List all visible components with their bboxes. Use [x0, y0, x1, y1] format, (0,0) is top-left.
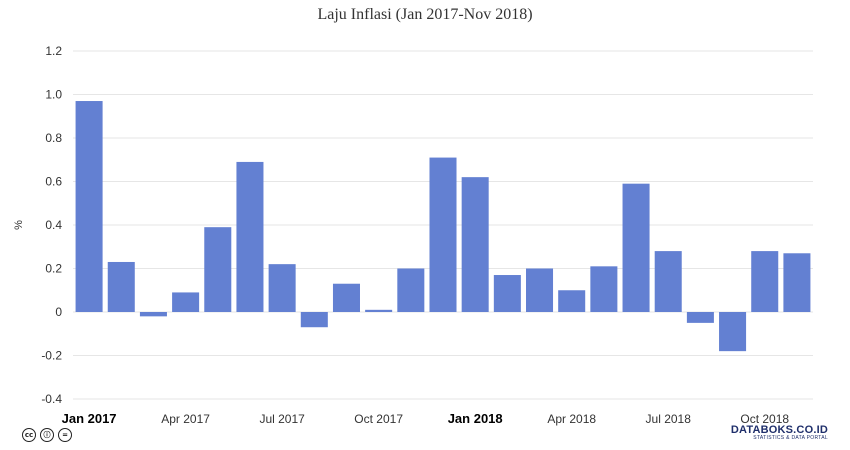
bar	[622, 183, 650, 312]
y-tick-label: 0.6	[45, 175, 62, 189]
cc-icon: cc	[22, 428, 36, 442]
bar	[139, 312, 167, 317]
y-tick-label: 0	[55, 305, 62, 319]
bar	[429, 157, 457, 312]
bar	[558, 290, 586, 312]
y-tick-label: 0.2	[45, 262, 62, 276]
x-tick-labels: Jan 2017 Apr 2017 Jul 2017 Oct 2017 Jan 2018…	[62, 411, 790, 426]
brand-logo: DATABOKS.CO.ID STATISTICS & DATA PORTAL	[731, 424, 828, 441]
x-tick-label: Jan 2017	[62, 411, 117, 426]
bar	[300, 312, 328, 328]
x-tick-label: Jan 2018	[448, 411, 503, 426]
bar	[493, 275, 521, 312]
bar	[107, 261, 135, 312]
y-tick-label: 0.4	[45, 218, 62, 232]
bar	[654, 251, 682, 312]
bar	[365, 309, 393, 312]
bar	[751, 251, 779, 312]
bar	[332, 283, 360, 312]
bar	[783, 253, 811, 312]
bars	[75, 101, 811, 352]
bar	[590, 266, 618, 312]
y-tick-label: 1.2	[45, 44, 62, 58]
bar	[719, 312, 747, 352]
x-tick-label: Apr 2017	[161, 412, 210, 426]
y-tick-labels: -0.4 -0.2 0 0.2 0.4 0.6 0.8 1.0 1.2	[41, 44, 62, 406]
y-axis-label: %	[13, 220, 25, 230]
bar	[397, 268, 425, 312]
y-tick-label: -0.2	[41, 349, 62, 363]
bar	[172, 292, 200, 312]
bar	[75, 101, 103, 313]
bar	[526, 268, 554, 312]
by-icon: ⓘ	[40, 428, 54, 442]
x-tick-label: Oct 2017	[354, 412, 403, 426]
x-tick-label: Apr 2018	[547, 412, 596, 426]
bar	[236, 161, 264, 312]
y-tick-label: 1.0	[45, 88, 62, 102]
bar	[686, 312, 714, 323]
brand-name: DATABOKS.CO.ID	[730, 424, 828, 436]
bar	[268, 264, 296, 312]
bar	[461, 177, 489, 312]
chart-title: Laju Inflasi (Jan 2017-Nov 2018)	[317, 6, 533, 23]
x-tick-label: Jul 2018	[646, 412, 692, 426]
bar	[204, 227, 232, 312]
y-tick-label: 0.8	[45, 131, 62, 145]
y-tick-label: -0.4	[41, 392, 62, 406]
x-tick-label: Oct 2018	[740, 412, 789, 426]
brand-tagline: STATISTICS & DATA PORTAL	[753, 435, 828, 441]
license-icons: cc ⓘ =	[22, 428, 72, 442]
x-tick-label: Jul 2017	[259, 412, 305, 426]
equals-icon: =	[58, 428, 72, 442]
